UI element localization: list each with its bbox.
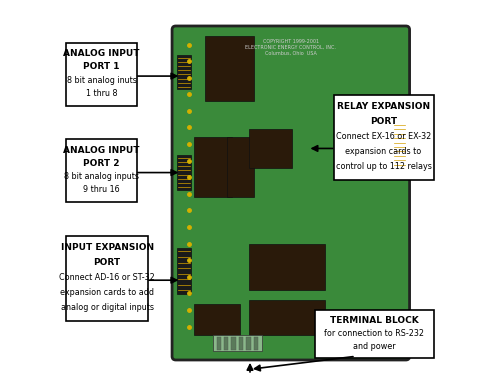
Text: PORT: PORT xyxy=(370,117,397,126)
FancyBboxPatch shape xyxy=(194,304,240,335)
Text: Connect AD-16 or ST-32: Connect AD-16 or ST-32 xyxy=(59,273,155,282)
FancyBboxPatch shape xyxy=(232,337,236,350)
FancyBboxPatch shape xyxy=(172,26,410,360)
FancyBboxPatch shape xyxy=(212,335,262,351)
FancyBboxPatch shape xyxy=(254,337,258,350)
FancyBboxPatch shape xyxy=(204,36,254,101)
FancyBboxPatch shape xyxy=(66,139,137,202)
FancyBboxPatch shape xyxy=(216,337,221,350)
FancyBboxPatch shape xyxy=(250,300,325,335)
Text: RELAY EXPANSION: RELAY EXPANSION xyxy=(337,102,430,111)
FancyBboxPatch shape xyxy=(250,244,325,290)
FancyBboxPatch shape xyxy=(246,337,250,350)
Text: PORT 1: PORT 1 xyxy=(84,62,120,71)
FancyBboxPatch shape xyxy=(392,122,406,168)
FancyBboxPatch shape xyxy=(66,43,137,106)
Text: COPYRIGHT 1999-2001
ELECTRONIC ENERGY CONTROL, INC.
Columbus, Ohio  USA: COPYRIGHT 1999-2001 ELECTRONIC ENERGY CO… xyxy=(246,39,336,56)
Text: for connection to RS-232: for connection to RS-232 xyxy=(324,329,424,338)
FancyBboxPatch shape xyxy=(227,137,254,197)
Text: 8 bit analog inuts: 8 bit analog inuts xyxy=(66,76,136,85)
Text: Connect EX-16 or EX-32: Connect EX-16 or EX-32 xyxy=(336,132,431,141)
Text: control up to 112 relays: control up to 112 relays xyxy=(336,162,432,171)
FancyBboxPatch shape xyxy=(178,156,191,190)
FancyBboxPatch shape xyxy=(224,337,228,350)
Text: ANALOG INPUT: ANALOG INPUT xyxy=(64,49,140,58)
Text: PORT 2: PORT 2 xyxy=(84,159,120,168)
Text: PORT: PORT xyxy=(94,258,120,267)
Text: TERMINAL BLOCK: TERMINAL BLOCK xyxy=(330,316,418,325)
Text: expansion cards to add: expansion cards to add xyxy=(60,288,154,297)
Text: 8 bit analog inputs: 8 bit analog inputs xyxy=(64,172,139,181)
Text: analog or digital inputs: analog or digital inputs xyxy=(60,303,154,312)
FancyBboxPatch shape xyxy=(334,95,434,180)
Text: 9 thru 16: 9 thru 16 xyxy=(83,186,120,194)
FancyBboxPatch shape xyxy=(66,236,148,321)
Text: and power: and power xyxy=(353,341,396,350)
FancyBboxPatch shape xyxy=(250,129,292,168)
FancyBboxPatch shape xyxy=(178,55,191,89)
FancyBboxPatch shape xyxy=(315,310,434,358)
Text: ANALOG INPUT: ANALOG INPUT xyxy=(64,146,140,155)
Text: 1 thru 8: 1 thru 8 xyxy=(86,89,118,98)
FancyBboxPatch shape xyxy=(178,248,191,294)
FancyBboxPatch shape xyxy=(239,337,244,350)
Text: INPUT EXPANSION: INPUT EXPANSION xyxy=(60,243,154,252)
FancyBboxPatch shape xyxy=(194,137,232,197)
Text: expansion cards to: expansion cards to xyxy=(346,147,422,156)
